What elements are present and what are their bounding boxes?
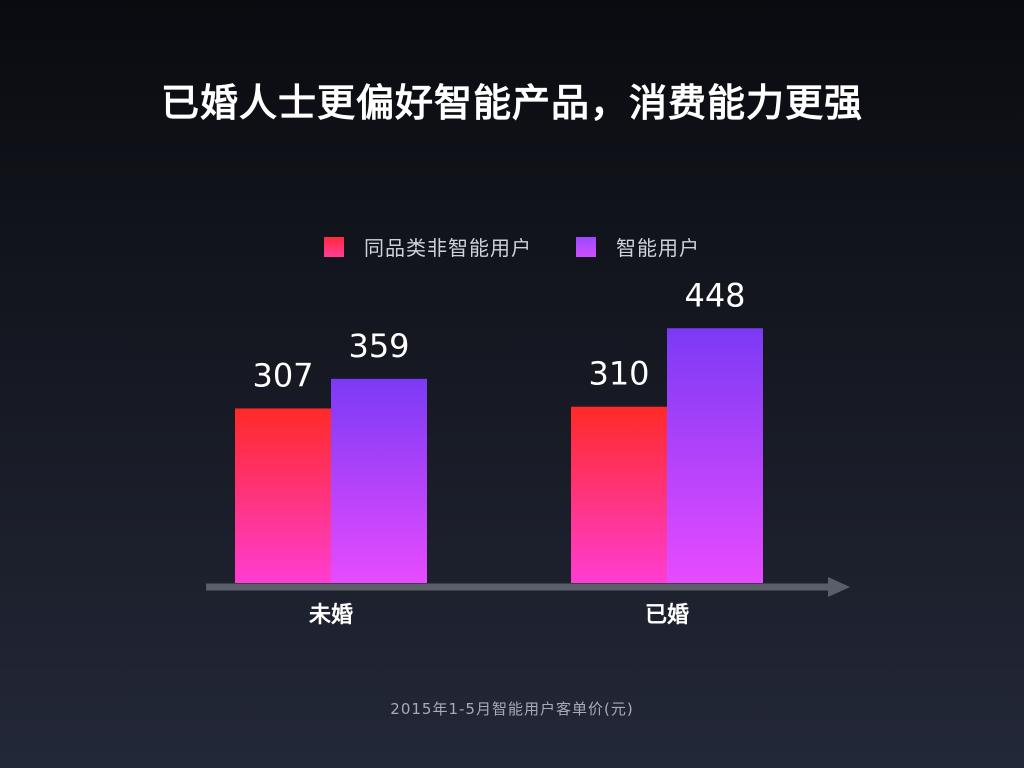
chart-legend: 同品类非智能用户 智能用户 — [0, 232, 1024, 261]
legend-item-smart: 智能用户 — [576, 232, 700, 261]
x-axis-arrow — [828, 577, 850, 597]
data-label-s1-0: 359 — [348, 327, 409, 365]
chart-footnote: 2015年1-5月智能用户客单价(元) — [390, 700, 634, 718]
legend-swatch-non-smart — [324, 236, 344, 257]
category-label-0: 未婚 — [309, 602, 353, 628]
data-label-s0-1: 310 — [588, 355, 649, 393]
bar-s1-1 — [667, 328, 763, 583]
data-label-s0-0: 307 — [252, 356, 313, 394]
data-label-s1-1: 448 — [684, 276, 745, 314]
bar-s1-0 — [331, 378, 427, 583]
legend-item-non-smart: 同品类非智能用户 — [324, 232, 532, 261]
bar-s0-0 — [235, 408, 331, 583]
legend-label-smart: 智能用户 — [616, 236, 700, 260]
page-title: 已婚人士更偏好智能产品，消费能力更强 — [160, 81, 863, 125]
category-label-1: 已婚 — [645, 602, 689, 628]
bar-s0-1 — [571, 406, 667, 583]
legend-label-non-smart: 同品类非智能用户 — [364, 236, 532, 260]
legend-swatch-smart — [576, 236, 596, 257]
